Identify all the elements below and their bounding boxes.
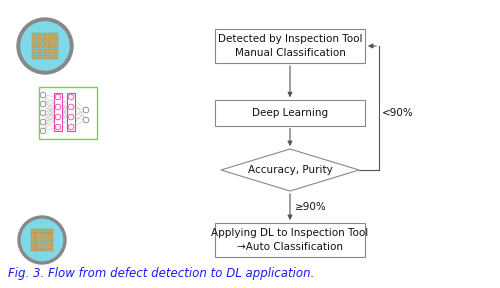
- FancyBboxPatch shape: [39, 87, 97, 139]
- FancyBboxPatch shape: [40, 247, 44, 251]
- FancyBboxPatch shape: [32, 49, 36, 54]
- FancyBboxPatch shape: [36, 229, 39, 232]
- Circle shape: [40, 128, 46, 134]
- FancyBboxPatch shape: [36, 243, 39, 247]
- Text: <90%: <90%: [382, 108, 414, 118]
- FancyBboxPatch shape: [38, 33, 42, 37]
- FancyBboxPatch shape: [43, 38, 47, 43]
- Circle shape: [21, 22, 69, 70]
- FancyBboxPatch shape: [43, 33, 47, 37]
- Circle shape: [55, 104, 61, 110]
- FancyBboxPatch shape: [40, 238, 44, 242]
- FancyBboxPatch shape: [215, 100, 365, 126]
- Text: ≥90%: ≥90%: [295, 202, 327, 212]
- FancyBboxPatch shape: [54, 49, 58, 54]
- FancyBboxPatch shape: [31, 234, 34, 237]
- FancyBboxPatch shape: [45, 238, 48, 242]
- FancyBboxPatch shape: [48, 44, 52, 48]
- Circle shape: [55, 114, 61, 120]
- FancyBboxPatch shape: [38, 49, 42, 54]
- FancyBboxPatch shape: [54, 44, 58, 48]
- FancyBboxPatch shape: [54, 55, 58, 59]
- Text: Fig. 3. Flow from defect detection to DL application.: Fig. 3. Flow from defect detection to DL…: [8, 267, 314, 280]
- FancyBboxPatch shape: [40, 243, 44, 247]
- FancyBboxPatch shape: [50, 243, 53, 247]
- FancyBboxPatch shape: [32, 33, 36, 37]
- Circle shape: [40, 92, 46, 98]
- FancyBboxPatch shape: [31, 238, 34, 242]
- FancyBboxPatch shape: [45, 234, 48, 237]
- FancyBboxPatch shape: [43, 49, 47, 54]
- FancyBboxPatch shape: [45, 243, 48, 247]
- Text: Deep Learning: Deep Learning: [252, 108, 328, 118]
- FancyBboxPatch shape: [48, 55, 52, 59]
- Circle shape: [40, 119, 46, 125]
- FancyBboxPatch shape: [38, 44, 42, 48]
- FancyBboxPatch shape: [43, 55, 47, 59]
- FancyBboxPatch shape: [54, 33, 58, 37]
- Text: Accuracy, Purity: Accuracy, Purity: [248, 165, 332, 175]
- Circle shape: [83, 117, 89, 123]
- Text: Detected by Inspection Tool
Manual Classification: Detected by Inspection Tool Manual Class…: [218, 34, 362, 58]
- FancyBboxPatch shape: [45, 229, 48, 232]
- FancyBboxPatch shape: [32, 38, 36, 43]
- FancyBboxPatch shape: [48, 49, 52, 54]
- FancyBboxPatch shape: [31, 247, 34, 251]
- Circle shape: [68, 104, 74, 110]
- FancyBboxPatch shape: [48, 38, 52, 43]
- Circle shape: [68, 114, 74, 120]
- Circle shape: [40, 101, 46, 107]
- Polygon shape: [221, 149, 359, 191]
- FancyBboxPatch shape: [54, 38, 58, 43]
- FancyBboxPatch shape: [66, 93, 76, 131]
- Circle shape: [83, 107, 89, 113]
- FancyBboxPatch shape: [54, 93, 62, 131]
- Circle shape: [68, 124, 74, 130]
- FancyBboxPatch shape: [50, 229, 53, 232]
- Circle shape: [22, 219, 62, 261]
- Circle shape: [55, 124, 61, 130]
- FancyBboxPatch shape: [45, 247, 48, 251]
- Circle shape: [68, 94, 74, 100]
- FancyBboxPatch shape: [43, 44, 47, 48]
- FancyBboxPatch shape: [32, 44, 36, 48]
- FancyBboxPatch shape: [31, 229, 34, 232]
- FancyBboxPatch shape: [215, 223, 365, 257]
- Circle shape: [18, 216, 66, 264]
- FancyBboxPatch shape: [32, 55, 36, 59]
- FancyBboxPatch shape: [40, 229, 44, 232]
- FancyBboxPatch shape: [36, 247, 39, 251]
- FancyBboxPatch shape: [50, 234, 53, 237]
- FancyBboxPatch shape: [50, 247, 53, 251]
- Circle shape: [55, 94, 61, 100]
- Circle shape: [17, 18, 73, 74]
- FancyBboxPatch shape: [50, 238, 53, 242]
- FancyBboxPatch shape: [40, 234, 44, 237]
- FancyBboxPatch shape: [38, 55, 42, 59]
- FancyBboxPatch shape: [215, 29, 365, 63]
- FancyBboxPatch shape: [31, 243, 34, 247]
- Text: Applying DL to Inspection Tool
→Auto Classification: Applying DL to Inspection Tool →Auto Cla…: [212, 228, 368, 252]
- FancyBboxPatch shape: [38, 38, 42, 43]
- FancyBboxPatch shape: [36, 238, 39, 242]
- FancyBboxPatch shape: [36, 234, 39, 237]
- Circle shape: [40, 110, 46, 116]
- FancyBboxPatch shape: [48, 33, 52, 37]
